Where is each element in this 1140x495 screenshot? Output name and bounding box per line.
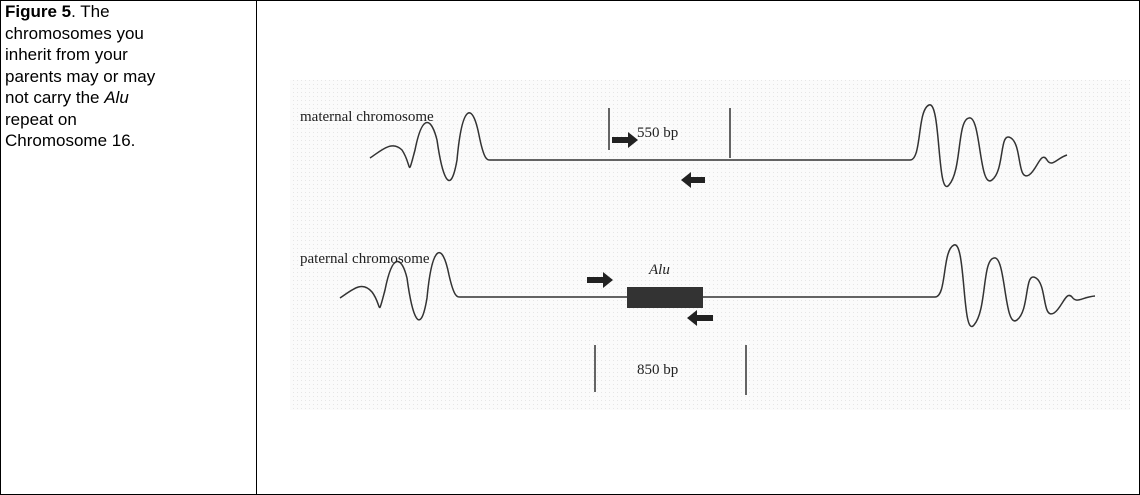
caption-italic: Alu — [104, 88, 129, 107]
alu-label: Alu — [648, 262, 670, 278]
size-bars — [594, 108, 747, 395]
paternal-size: 850 bp — [637, 362, 678, 378]
figure-background — [290, 80, 1130, 410]
forward-primer — [612, 132, 638, 148]
reverse-primer — [681, 172, 705, 188]
figure-label: Figure 5 — [5, 2, 72, 21]
maternal-size: 550 bp — [637, 125, 678, 141]
cell-divider — [256, 0, 257, 495]
caption: Figure 5. The chromosomes you inherit fr… — [5, 1, 173, 152]
paternal-chromosome — [339, 244, 1096, 328]
caption-text: . The chromosomes you inherit from your … — [5, 2, 156, 107]
figure: maternal chromosome 550 bp paternal chro… — [290, 80, 1130, 410]
reverse-primer — [687, 310, 713, 326]
alu-insert — [627, 287, 703, 308]
caption-text: repeat on Chromosome 16. — [5, 109, 136, 151]
paternal-label: paternal chromosome — [300, 251, 430, 267]
primer-arrows — [587, 132, 713, 326]
maternal-chromosome — [369, 104, 1068, 188]
forward-primer — [587, 272, 613, 288]
maternal-label: maternal chromosome — [300, 109, 434, 125]
